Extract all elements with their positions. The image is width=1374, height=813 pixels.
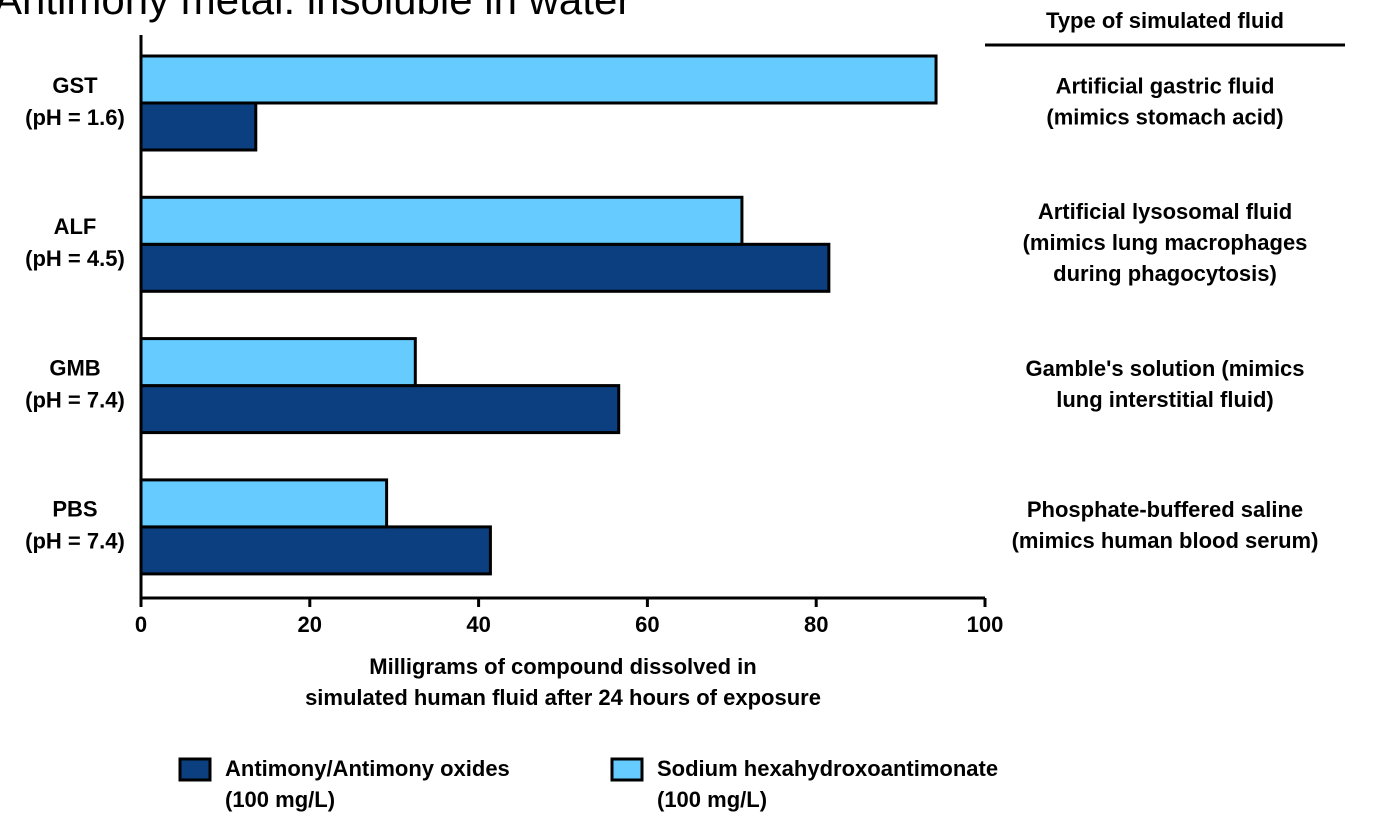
x-tick-label: 80 bbox=[804, 612, 828, 637]
x-tick-label: 40 bbox=[466, 612, 490, 637]
bar bbox=[139, 384, 621, 435]
legend-swatch bbox=[178, 757, 212, 782]
legend-label: (100 mg/L) bbox=[225, 787, 335, 812]
x-tick-label: 20 bbox=[298, 612, 322, 637]
bar bbox=[139, 525, 492, 576]
x-axis-label: simulated human fluid after 24 hours of … bbox=[305, 685, 821, 710]
bar bbox=[139, 101, 258, 152]
bar bbox=[139, 242, 831, 293]
annotation-header: Type of simulated fluid bbox=[1046, 8, 1284, 33]
y-tick-label: (pH = 4.5) bbox=[25, 246, 125, 271]
annotation: Artificial gastric fluid bbox=[1056, 73, 1275, 98]
legend-label: (100 mg/L) bbox=[657, 787, 767, 812]
legend-label: Antimony/Antimony oxides bbox=[225, 756, 510, 781]
annotation: Artificial lysosomal fluid bbox=[1038, 199, 1292, 224]
bar bbox=[139, 195, 744, 246]
x-tick-label: 60 bbox=[635, 612, 659, 637]
bar bbox=[139, 54, 938, 105]
x-axis-label: Milligrams of compound dissolved in bbox=[369, 654, 756, 679]
annotation: Gamble's solution (mimics bbox=[1025, 356, 1304, 381]
bar bbox=[139, 337, 417, 388]
annotation: Phosphate-buffered saline bbox=[1027, 497, 1303, 522]
annotation: lung interstitial fluid) bbox=[1056, 387, 1274, 412]
annotation: (mimics lung macrophages bbox=[1023, 230, 1308, 255]
y-tick-label: (pH = 1.6) bbox=[25, 105, 125, 130]
y-tick-label: GST bbox=[52, 73, 98, 98]
chart-title: Antimony metal: insoluble in water bbox=[0, 0, 631, 23]
y-tick-label: (pH = 7.4) bbox=[25, 529, 125, 554]
annotation: (mimics stomach acid) bbox=[1046, 104, 1283, 129]
y-tick-label: GMB bbox=[49, 355, 100, 380]
y-tick-label: (pH = 7.4) bbox=[25, 387, 125, 412]
x-tick-label: 100 bbox=[967, 612, 1004, 637]
y-tick-label: ALF bbox=[54, 214, 97, 239]
annotation: during phagocytosis) bbox=[1053, 261, 1277, 286]
legend-swatch bbox=[610, 757, 644, 782]
legend-label: Sodium hexahydroxoantimonate bbox=[657, 756, 998, 781]
bar bbox=[139, 478, 389, 529]
x-tick-label: 0 bbox=[135, 612, 147, 637]
annotation: (mimics human blood serum) bbox=[1012, 528, 1319, 553]
y-tick-label: PBS bbox=[52, 497, 97, 522]
